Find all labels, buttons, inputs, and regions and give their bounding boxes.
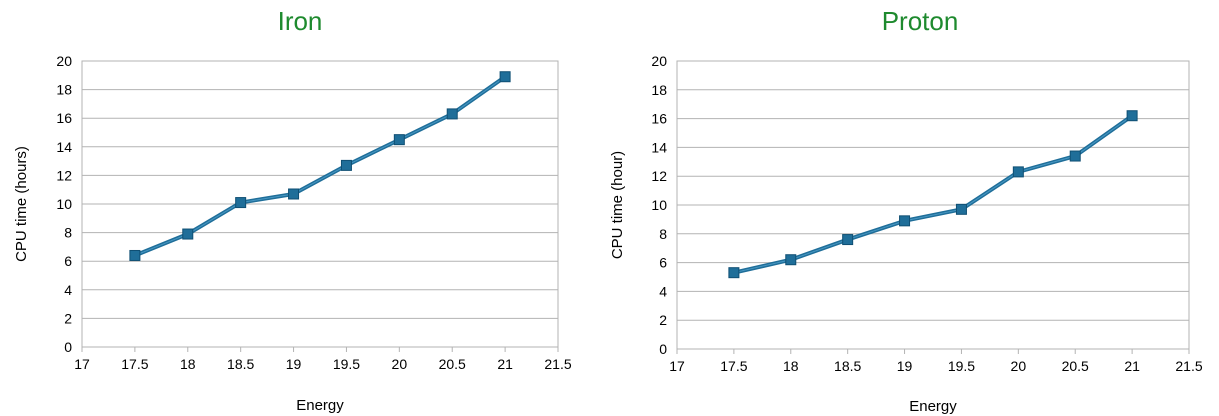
x-tick-label: 21.5 xyxy=(544,356,571,372)
x-tick-label: 18 xyxy=(180,356,196,372)
y-tick-label: 20 xyxy=(56,53,72,69)
x-axis-label: Energy xyxy=(909,398,957,415)
data-point-marker xyxy=(235,197,247,209)
y-axis-label: CPU time (hour) xyxy=(609,151,626,259)
x-tick-label: 17 xyxy=(669,358,685,374)
y-tick-label: 4 xyxy=(659,283,667,299)
plot-area-frame xyxy=(676,60,1190,350)
y-tick-label: 6 xyxy=(659,255,667,271)
x-tick-label: 17.5 xyxy=(720,358,747,374)
proton-chart: 0 2 4 6 8 10 12 14 16 18 20 17 17.5 18 18.5 19 19.5 20 20.… xyxy=(609,6,1203,415)
data-point-marker xyxy=(842,234,854,246)
data-point-marker xyxy=(955,203,967,215)
data-point-marker xyxy=(129,249,141,261)
y-tick-label: 18 xyxy=(651,82,667,98)
data-point-marker xyxy=(288,188,300,200)
y-tick-label: 10 xyxy=(651,197,667,213)
y-tick-label: 6 xyxy=(64,253,72,269)
y-tick-label: 18 xyxy=(56,82,72,98)
y-tick-label: 0 xyxy=(64,339,72,355)
data-point-marker xyxy=(182,228,194,240)
x-tick-label: 20 xyxy=(392,356,408,372)
x-tick-label: 18 xyxy=(783,358,799,374)
x-tick-label: 21 xyxy=(497,356,513,372)
x-tick-label: 18.5 xyxy=(834,358,861,374)
x-tick-label: 19.5 xyxy=(948,358,975,374)
x-tick-label: 20.5 xyxy=(439,356,466,372)
y-tick-label: 16 xyxy=(56,110,72,126)
data-point-marker xyxy=(499,71,511,83)
data-point-marker xyxy=(899,215,911,227)
iron-chart: 0 2 4 6 8 10 12 14 16 18 20 17 17.5 18 18.5 19 19.5 20 20.… xyxy=(13,6,572,414)
y-tick-label: 8 xyxy=(659,226,667,242)
y-tick-label: 4 xyxy=(64,282,72,298)
y-tick-label: 20 xyxy=(651,53,667,69)
x-tick-label: 18.5 xyxy=(227,356,254,372)
data-point-marker xyxy=(1069,150,1081,162)
series-line-highlight xyxy=(134,76,506,256)
data-point-marker xyxy=(785,254,797,266)
series-line xyxy=(731,113,1135,275)
y-tick-label: 2 xyxy=(64,310,72,326)
y-tick-label: 12 xyxy=(56,167,72,183)
data-point-marker xyxy=(728,267,740,279)
y-tick-label: 10 xyxy=(56,196,72,212)
data-point-marker xyxy=(1012,166,1024,178)
x-tick-label: 19 xyxy=(897,358,913,374)
x-tick-label: 20 xyxy=(1011,358,1027,374)
x-tick-label: 19 xyxy=(286,356,302,372)
chart-title: Proton xyxy=(882,6,959,36)
x-tick-label: 19.5 xyxy=(333,356,360,372)
data-point-marker xyxy=(1126,110,1138,122)
x-tick-label: 21 xyxy=(1124,358,1140,374)
chart-title: Iron xyxy=(278,6,323,36)
series-line-highlight xyxy=(733,115,1133,274)
y-tick-label: 8 xyxy=(64,225,72,241)
plot-area-frame xyxy=(81,60,559,348)
y-tick-label: 14 xyxy=(651,139,667,155)
data-point-marker xyxy=(393,134,405,146)
y-tick-label: 2 xyxy=(659,312,667,328)
x-tick-label: 17 xyxy=(74,356,90,372)
data-point-marker xyxy=(446,108,458,120)
y-tick-label: 12 xyxy=(651,168,667,184)
y-axis-label: CPU time (hours) xyxy=(13,146,30,262)
data-point-marker xyxy=(340,159,352,171)
x-tick-label: 20.5 xyxy=(1062,358,1089,374)
y-tick-label: 16 xyxy=(651,111,667,127)
y-tick-label: 14 xyxy=(56,139,72,155)
x-tick-label: 17.5 xyxy=(121,356,148,372)
y-tick-label: 0 xyxy=(659,341,667,357)
x-axis-label: Energy xyxy=(296,397,344,414)
x-tick-label: 21.5 xyxy=(1175,358,1202,374)
